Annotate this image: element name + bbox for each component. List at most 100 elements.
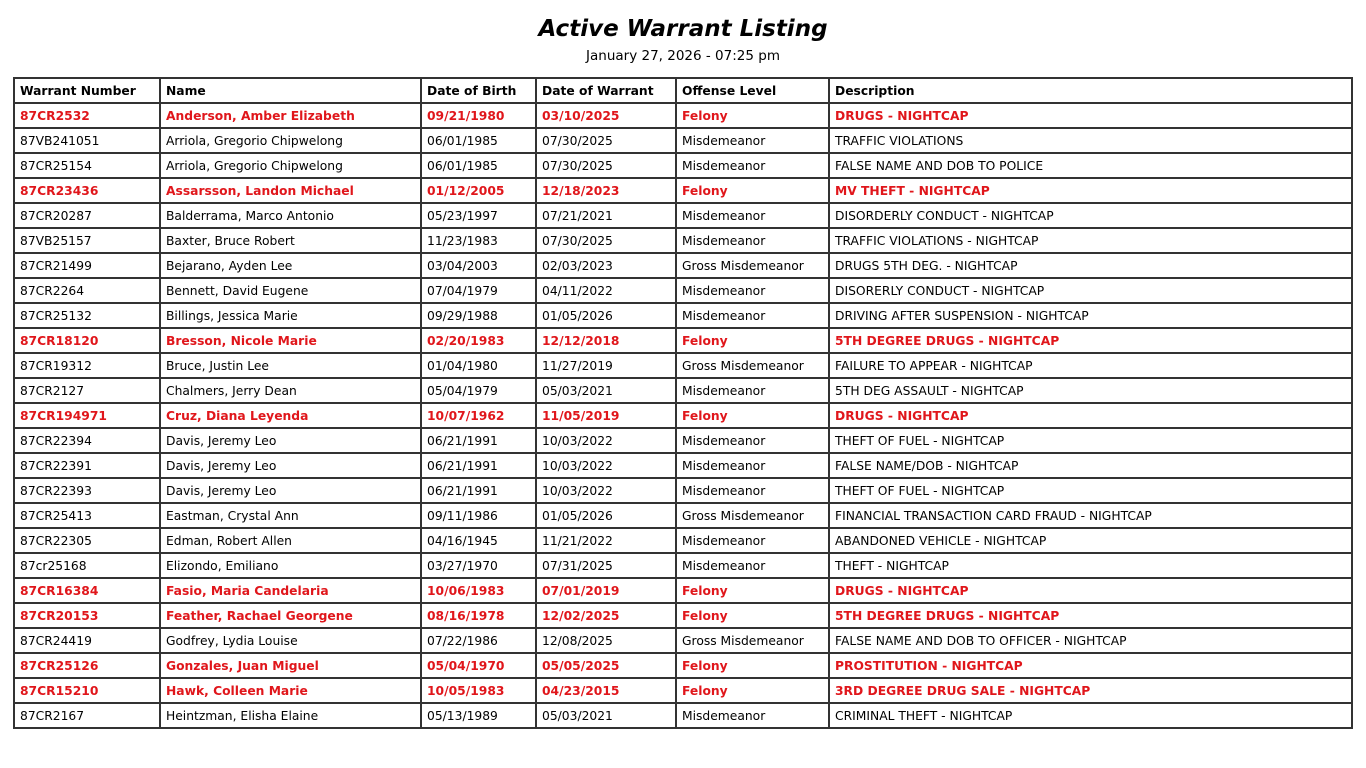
date-of-warrant-cell: 05/03/2021 [535, 377, 677, 404]
date-of-warrant-cell: 11/21/2022 [535, 527, 677, 554]
date-of-warrant-cell: 07/30/2025 [535, 227, 677, 254]
warrant-number-cell: 87CR22305 [13, 527, 161, 554]
name-cell: Davis, Jeremy Leo [159, 427, 422, 454]
table-row: 87CR2532 Anderson, Amber Elizabeth 09/21/1… [13, 102, 1353, 129]
date-of-warrant-cell: 07/30/2025 [535, 152, 677, 179]
offense-level-cell: Misdemeanor [675, 702, 830, 729]
table-row: 87CR25126 Gonzales, Juan Miguel 05/04/1970… [13, 652, 1353, 679]
warrant-number-cell: 87CR25132 [13, 302, 161, 329]
date-of-birth-cell: 01/12/2005 [420, 177, 537, 204]
date-of-birth-cell: 09/11/1986 [420, 502, 537, 529]
table-row: 87CR24419 Godfrey, Lydia Louise 07/22/1986… [13, 627, 1353, 654]
description-cell: DRUGS - NIGHTCAP [828, 577, 1353, 604]
table-row: 87CR16384 Fasio, Maria Candelaria 10/06/19… [13, 577, 1353, 604]
table-header-row: Warrant Number Name Date of Birth Date o… [13, 77, 1353, 104]
description-cell: THEFT OF FUEL - NIGHTCAP [828, 477, 1353, 504]
table-row: 87VB241051 Arriola, Gregorio Chipwelong 06… [13, 127, 1353, 154]
table-row: 87CR22393 Davis, Jeremy Leo 06/21/1991 10/0… [13, 477, 1353, 504]
date-of-warrant-cell: 07/21/2021 [535, 202, 677, 229]
table-row: 87CR22391 Davis, Jeremy Leo 06/21/1991 10/0… [13, 452, 1353, 479]
description-cell: DRUGS - NIGHTCAP [828, 102, 1353, 129]
offense-level-cell: Misdemeanor [675, 452, 830, 479]
date-of-birth-cell: 10/07/1962 [420, 402, 537, 429]
name-cell: Feather, Rachael Georgene [159, 602, 422, 629]
warrant-number-cell: 87CR21499 [13, 252, 161, 279]
warrant-number-cell: 87CR20153 [13, 602, 161, 629]
table-row: 87CR23436 Assarsson, Landon Michael 01/12/… [13, 177, 1353, 204]
offense-level-cell: Felony [675, 577, 830, 604]
table-row: 87CR18120 Bresson, Nicole Marie 02/20/1983… [13, 327, 1353, 354]
description-cell: DISORDERLY CONDUCT - NIGHTCAP [828, 202, 1353, 229]
description-cell: TRAFFIC VIOLATIONS [828, 127, 1353, 154]
offense-level-cell: Felony [675, 327, 830, 354]
description-cell: FAILURE TO APPEAR - NIGHTCAP [828, 352, 1353, 379]
warrant-number-cell: 87VB241051 [13, 127, 161, 154]
name-cell: Arriola, Gregorio Chipwelong [159, 127, 422, 154]
warrant-number-cell: 87CR23436 [13, 177, 161, 204]
date-of-birth-cell: 02/20/1983 [420, 327, 537, 354]
name-cell: Gonzales, Juan Miguel [159, 652, 422, 679]
offense-level-cell: Misdemeanor [675, 477, 830, 504]
name-cell: Arriola, Gregorio Chipwelong [159, 152, 422, 179]
name-cell: Heintzman, Elisha Elaine [159, 702, 422, 729]
name-cell: Elizondo, Emiliano [159, 552, 422, 579]
name-cell: Edman, Robert Allen [159, 527, 422, 554]
header-description: Description [828, 77, 1353, 104]
date-of-warrant-cell: 12/08/2025 [535, 627, 677, 654]
date-of-warrant-cell: 10/03/2022 [535, 427, 677, 454]
table-row: 87CR2167 Heintzman, Elisha Elaine 05/13/19… [13, 702, 1353, 729]
name-cell: Bruce, Justin Lee [159, 352, 422, 379]
table-row: 87CR2127 Chalmers, Jerry Dean 05/04/1979 05… [13, 377, 1353, 404]
warrant-number-cell: 87CR25154 [13, 152, 161, 179]
offense-level-cell: Misdemeanor [675, 377, 830, 404]
date-of-birth-cell: 07/04/1979 [420, 277, 537, 304]
description-cell: TRAFFIC VIOLATIONS - NIGHTCAP [828, 227, 1353, 254]
offense-level-cell: Gross Misdemeanor [675, 627, 830, 654]
header-date-of-birth: Date of Birth [420, 77, 537, 104]
date-of-birth-cell: 06/21/1991 [420, 427, 537, 454]
header-warrant-number: Warrant Number [13, 77, 161, 104]
description-cell: PROSTITUTION - NIGHTCAP [828, 652, 1353, 679]
warrant-number-cell: 87CR20287 [13, 202, 161, 229]
table-row: 87CR25413 Eastman, Crystal Ann 09/11/1986 0… [13, 502, 1353, 529]
offense-level-cell: Misdemeanor [675, 527, 830, 554]
offense-level-cell: Felony [675, 402, 830, 429]
name-cell: Bresson, Nicole Marie [159, 327, 422, 354]
offense-level-cell: Misdemeanor [675, 427, 830, 454]
warrant-number-cell: 87CR22393 [13, 477, 161, 504]
date-of-birth-cell: 04/16/1945 [420, 527, 537, 554]
table-row: 87VB25157 Baxter, Bruce Robert 11/23/1983 0… [13, 227, 1353, 254]
warrant-number-cell: 87CR15210 [13, 677, 161, 704]
warrant-number-cell: 87CR16384 [13, 577, 161, 604]
offense-level-cell: Gross Misdemeanor [675, 252, 830, 279]
description-cell: FINANCIAL TRANSACTION CARD FRAUD - NIGHT… [828, 502, 1353, 529]
description-cell: ABANDONED VEHICLE - NIGHTCAP [828, 527, 1353, 554]
date-of-warrant-cell: 01/05/2026 [535, 302, 677, 329]
table-body: 87CR2532 Anderson, Amber Elizabeth 09/21/1… [13, 102, 1353, 729]
date-of-birth-cell: 03/04/2003 [420, 252, 537, 279]
description-cell: THEFT - NIGHTCAP [828, 552, 1353, 579]
date-of-birth-cell: 06/21/1991 [420, 452, 537, 479]
name-cell: Assarsson, Landon Michael [159, 177, 422, 204]
name-cell: Bennett, David Eugene [159, 277, 422, 304]
date-of-warrant-cell: 12/12/2018 [535, 327, 677, 354]
offense-level-cell: Misdemeanor [675, 127, 830, 154]
date-of-birth-cell: 08/16/1978 [420, 602, 537, 629]
warrant-number-cell: 87CR194971 [13, 402, 161, 429]
date-of-warrant-cell: 12/02/2025 [535, 602, 677, 629]
warrant-table: Warrant Number Name Date of Birth Date o… [13, 77, 1353, 729]
date-of-birth-cell: 05/04/1979 [420, 377, 537, 404]
warrant-number-cell: 87cr25168 [13, 552, 161, 579]
date-of-birth-cell: 01/04/1980 [420, 352, 537, 379]
description-cell: FALSE NAME AND DOB TO POLICE [828, 152, 1353, 179]
date-of-warrant-cell: 12/18/2023 [535, 177, 677, 204]
name-cell: Fasio, Maria Candelaria [159, 577, 422, 604]
table-row: 87CR15210 Hawk, Colleen Marie 10/05/1983 04… [13, 677, 1353, 704]
offense-level-cell: Misdemeanor [675, 302, 830, 329]
description-cell: DRIVING AFTER SUSPENSION - NIGHTCAP [828, 302, 1353, 329]
header-offense-level: Offense Level [675, 77, 830, 104]
warrant-number-cell: 87CR2127 [13, 377, 161, 404]
page-title: Active Warrant Listing [538, 16, 828, 42]
warrant-number-cell: 87CR24419 [13, 627, 161, 654]
name-cell: Davis, Jeremy Leo [159, 452, 422, 479]
